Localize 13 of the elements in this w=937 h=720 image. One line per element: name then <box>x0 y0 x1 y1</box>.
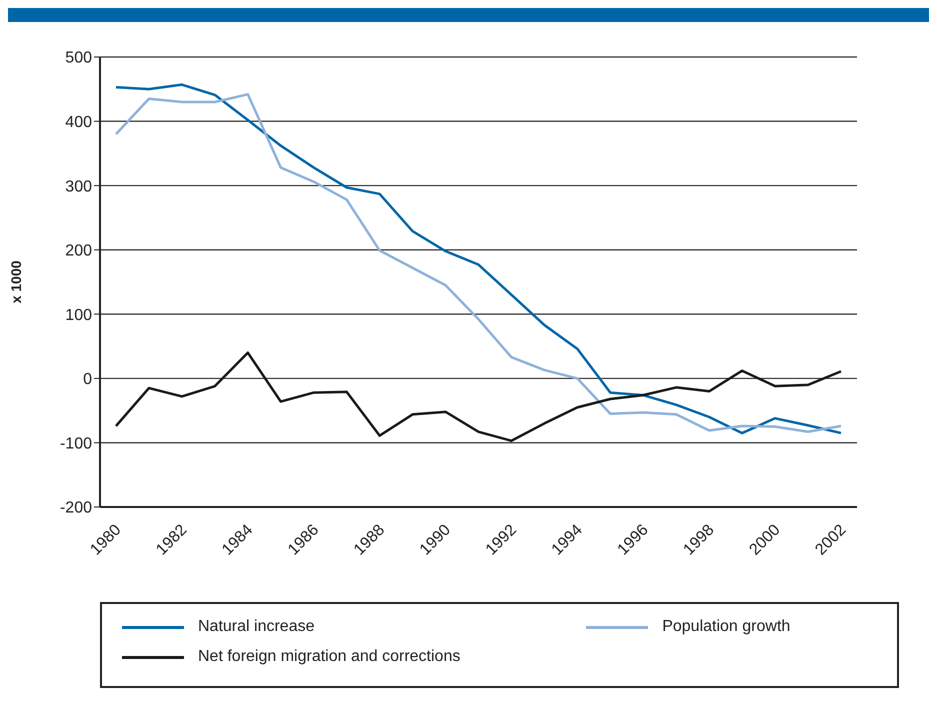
y-tick-label: -200 <box>60 500 92 517</box>
legend-label: Population growth <box>662 618 790 636</box>
y-tick-label: 500 <box>65 50 92 67</box>
y-axis-title: x 1000 <box>8 260 24 304</box>
y-tick-label: 400 <box>65 114 92 131</box>
legend-label: Net foreign migration and corrections <box>198 648 460 666</box>
y-tick-label: 200 <box>65 242 92 260</box>
y-tick-label: 100 <box>65 306 92 324</box>
legend-label: Natural increase <box>198 618 314 636</box>
y-tick-label: 0 <box>83 371 92 388</box>
y-tick-label: -100 <box>60 435 92 452</box>
y-tick-label: 300 <box>65 178 92 196</box>
line-series <box>114 351 842 442</box>
